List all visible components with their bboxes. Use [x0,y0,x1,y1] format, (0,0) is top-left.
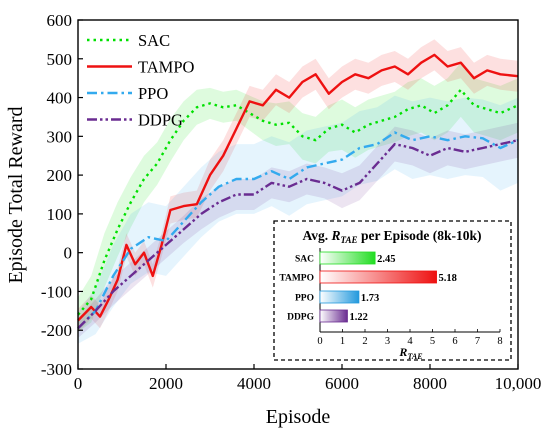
inset-frame [273,220,512,361]
sac-band [78,62,518,333]
y-axis-label: Episode Total Reward [5,106,27,283]
inset-x-tick-label: 6 [452,336,457,347]
inset-x-tick-label: 3 [385,336,390,347]
y-tick-label: -100 [41,282,72,301]
y-tick-label: 0 [64,244,73,263]
inset-category-ppo: PPO [295,294,314,304]
inset-bar-ddpg [319,309,348,323]
inset-bars: 2.45 5.18 1.73 1.22 [319,248,500,333]
inset-value-ppo: 1.73 [361,293,379,304]
x-axis-label: Episode [266,406,331,428]
inset-bar-sac [319,251,376,265]
inset-x-axis-label: RTAE [398,345,422,361]
inset-value-tampo: 5.18 [439,273,457,284]
x-axis-ticks: 0 2000 4000 6000 8000 10,000 [74,364,542,393]
y-tick-label: 200 [47,166,73,185]
ddpg-line [77,139,519,330]
legend-ddpg-label: DDPG [138,111,183,130]
inset-x-tick-label: 5 [430,336,435,347]
series-lines [77,53,519,330]
x-tick-label: 2000 [149,374,183,393]
tampo-line [77,53,519,322]
x-tick-label: 6000 [325,374,359,393]
plot-frame [77,19,519,370]
inset-x-ticks: 0 1 2 3 4 5 6 7 8 [317,329,503,347]
y-tick-label: -300 [41,360,72,379]
x-tick-label: 4000 [237,374,271,393]
inset-value-sac: 2.45 [377,254,395,265]
confidence-bands [78,39,518,344]
inset-title: Avg. RTAE per Episode (8k-10k) [303,228,482,245]
inset-category-tampo: TAMPO [279,274,314,284]
legend-tampo-label: TAMPO [138,58,195,77]
inset-x-tick-label: 8 [497,336,502,347]
inset-x-tick-label: 0 [317,336,322,347]
y-axis-ticks: -300 -200 -100 0 100 200 300 400 500 600 [41,11,83,379]
inset-x-tick-label: 7 [475,336,480,347]
x-tick-label: 10,000 [495,374,542,393]
tampo-band [78,39,518,333]
x-tick-label: 0 [74,374,83,393]
y-tick-label: -200 [41,321,72,340]
inset-x-tick-label: 1 [340,336,345,347]
ppo-band [78,95,518,344]
inset-category-sac: SAC [295,255,314,265]
inset-category-ddpg: DDPG [287,313,315,323]
inset-bar-ppo [319,290,360,304]
y-tick-label: 100 [47,205,73,224]
legend: SAC TAMPO PPO DDPG [87,31,195,130]
inset-bar-chart: Avg. RTAE per Episode (8k-10k) 2.45 5.18 1… [273,220,512,361]
inset-category-labels: SAC TAMPO PPO DDPG [279,255,314,323]
x-tick-label: 8000 [413,374,447,393]
y-tick-label: 600 [47,11,73,30]
inset-bar-tampo [319,270,437,284]
ppo-line [77,131,519,330]
y-tick-label: 300 [47,127,73,146]
y-tick-label: 500 [47,50,73,69]
ddpg-band [78,122,518,338]
inset-x-tick-label: 4 [407,336,413,347]
inset-value-ddpg: 1.22 [349,312,367,323]
legend-sac-label: SAC [138,31,170,50]
legend-ppo-label: PPO [138,84,168,103]
inset-x-tick-label: 2 [362,336,367,347]
y-tick-label: 400 [47,89,73,108]
sac-line [77,88,519,316]
